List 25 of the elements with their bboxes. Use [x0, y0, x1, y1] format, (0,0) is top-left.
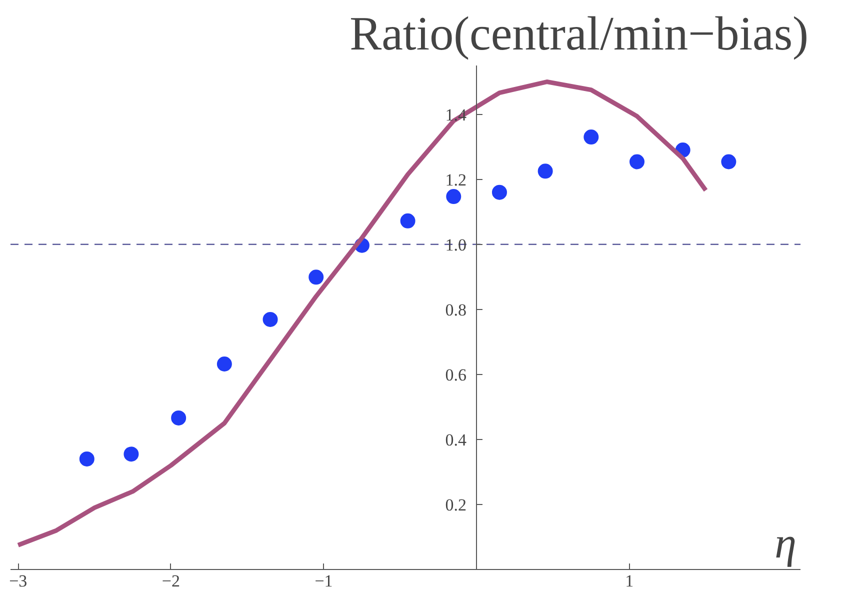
- y-tick-label: 0.2: [445, 495, 467, 514]
- x-tick-label: −3: [9, 572, 28, 590]
- point: [124, 446, 139, 462]
- point: [446, 189, 462, 204]
- y-tick-label: 0.6: [445, 365, 467, 384]
- point: [721, 154, 736, 170]
- point: [308, 270, 324, 285]
- line-series: [16, 80, 708, 548]
- point: [584, 130, 599, 145]
- point: [171, 410, 186, 426]
- point: [630, 154, 644, 170]
- point: [79, 451, 94, 466]
- point: [216, 356, 232, 372]
- y-tick-label: 1.2: [445, 170, 467, 190]
- y-tick-label: 0.8: [445, 300, 467, 320]
- x-tick-label: −2: [162, 572, 180, 590]
- y-tick-label: 0.4: [445, 430, 468, 450]
- point: [492, 184, 507, 200]
- point: [262, 312, 278, 327]
- point: [538, 164, 553, 179]
- y-axis-title: Ratio(central/min−bias): [350, 8, 809, 60]
- x-tick-label: 1: [625, 572, 634, 590]
- x-tick-label: −1: [314, 572, 333, 590]
- point: [400, 213, 416, 228]
- x-axis-title: η: [774, 518, 796, 568]
